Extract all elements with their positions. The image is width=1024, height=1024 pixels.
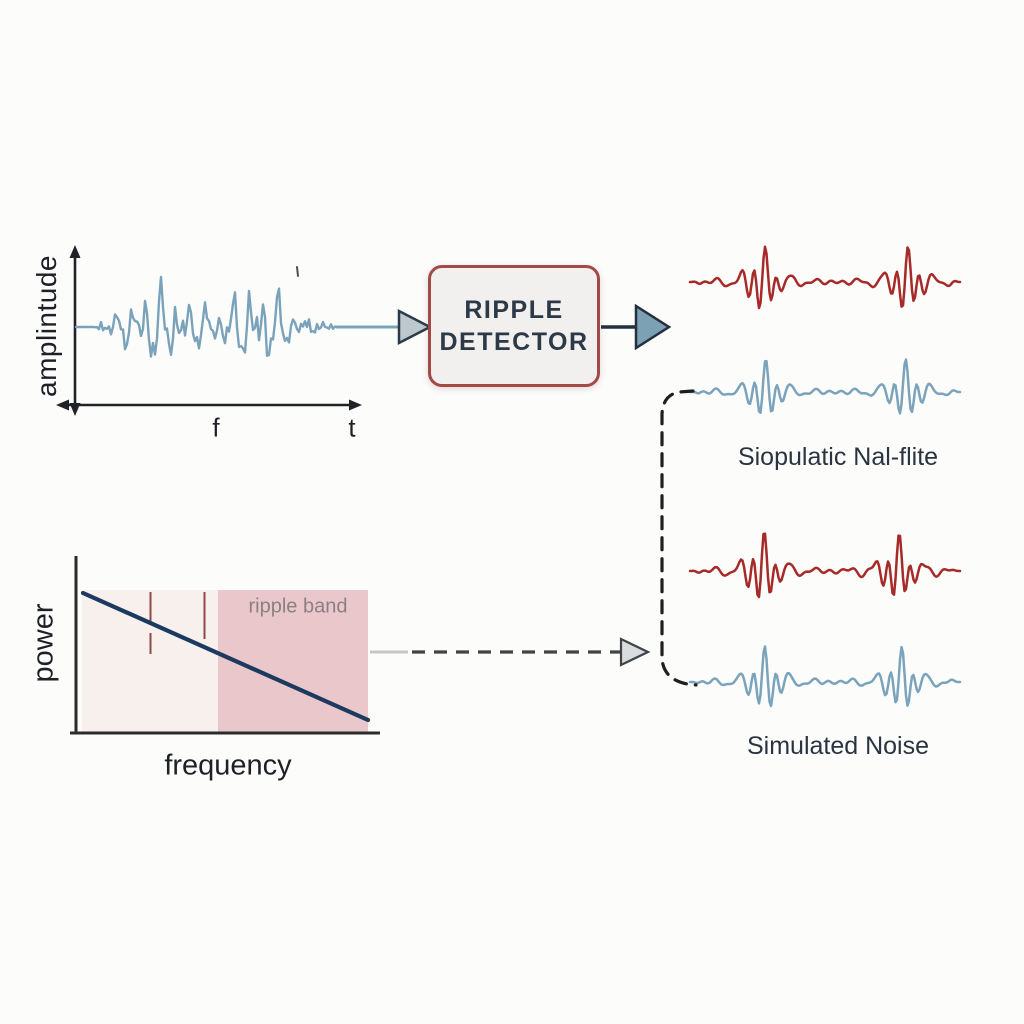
caption-detected-output: Siopulatic Nal-flite: [737, 443, 939, 471]
power-axis-label: power: [27, 603, 60, 683]
time-mid-tick-label: f: [212, 412, 220, 443]
detector-box-line1: RIPPLE: [464, 295, 564, 324]
signal-plot-axes: [56, 245, 362, 416]
output-arrowhead-icon: [634, 303, 672, 351]
x-axis-left-arrow-icon: [56, 399, 69, 411]
detected-ripple-blue-2: [688, 645, 962, 708]
input-arrowhead-icon: [397, 308, 433, 346]
dashed-connector-bracket: [660, 389, 698, 687]
detected-ripple-red-2: [688, 532, 962, 599]
caption-simulated-noise: Simulated Noise: [746, 732, 930, 760]
x-axis-right-arrow-icon: [349, 399, 362, 411]
dashed-arrowhead-icon: [619, 637, 651, 667]
time-end-tick-label: t: [348, 412, 356, 443]
detected-ripple-red-1: [688, 245, 962, 310]
detected-ripple-blue-1: [688, 358, 962, 415]
input-arrow: [336, 308, 433, 346]
ripple-detector-box: RIPPLE DETECTOR: [428, 265, 600, 387]
y-axis-up-arrow-icon: [69, 245, 81, 258]
ripple-band-label: ripple band: [248, 595, 348, 618]
input-signal-waveform: [74, 275, 345, 358]
stray-tick-mark: [296, 266, 299, 277]
power-spectrum-plot: [70, 556, 380, 735]
power-spectrum-line: [80, 590, 371, 723]
frequency-axis-label: frequency: [164, 749, 292, 782]
dashed-arrow: [370, 637, 651, 667]
output-arrow: [601, 303, 672, 351]
amplitude-axis-label: amplintude: [31, 255, 62, 397]
detector-box-line2: DETECTOR: [439, 328, 589, 356]
